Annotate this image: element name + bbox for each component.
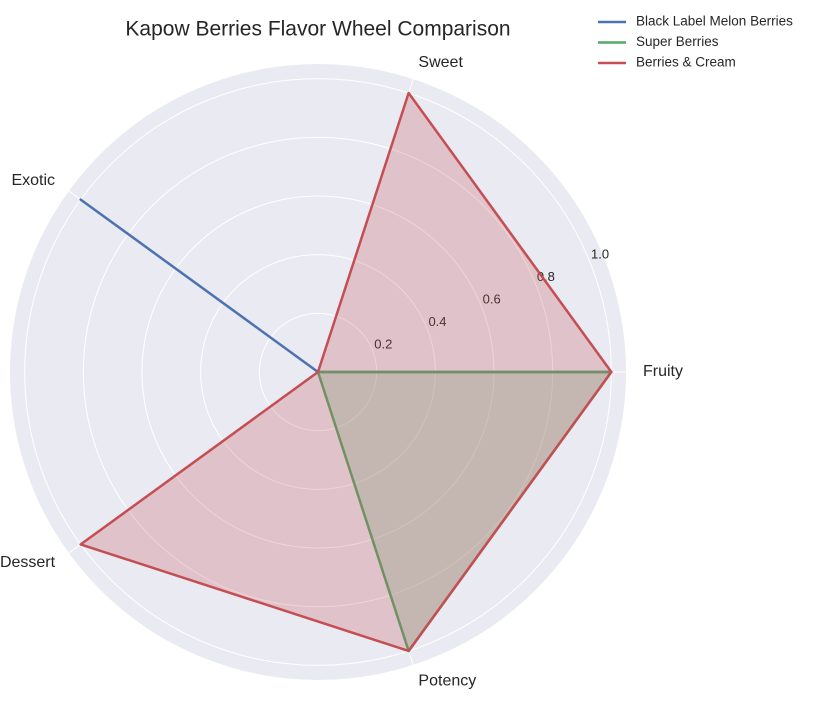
category-label: Exotic	[11, 172, 55, 189]
category-label: Potency	[418, 672, 476, 689]
category-label: Fruity	[643, 363, 683, 380]
series-area	[318, 372, 612, 651]
r-tick-label: 0.8	[537, 269, 555, 284]
series-area	[80, 93, 612, 651]
chart-title: Kapow Berries Flavor Wheel Comparison	[125, 18, 510, 41]
r-tick-label: 0.4	[428, 314, 446, 329]
r-tick-label: 0.6	[483, 291, 501, 306]
r-tick-label: 0.2	[374, 336, 392, 351]
legend-label: Berries & Cream	[636, 55, 736, 70]
legend-label: Super Berries	[636, 34, 719, 49]
legend-label: Black Label Melon Berries	[636, 14, 793, 29]
category-label: Dessert	[0, 554, 56, 571]
category-label: Sweet	[418, 54, 463, 71]
r-tick-label: 1.0	[591, 247, 609, 262]
series-line	[79, 91, 613, 653]
